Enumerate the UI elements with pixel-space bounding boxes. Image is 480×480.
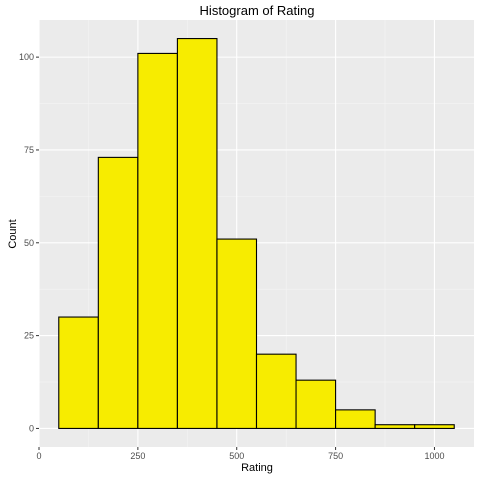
histogram-bar	[335, 409, 376, 429]
x-tick-label: 250	[130, 451, 145, 461]
histogram-bar	[137, 52, 178, 429]
y-tick-label: 25	[24, 331, 34, 341]
histogram-bar	[97, 156, 139, 429]
histogram-bar	[255, 353, 297, 429]
histogram-bar	[176, 38, 218, 429]
x-tick-label: 750	[328, 451, 343, 461]
histogram-bar	[58, 316, 99, 429]
y-tick-label: 50	[24, 238, 34, 248]
histogram-bar	[216, 238, 258, 429]
y-tick-label: 100	[19, 52, 34, 62]
y-tick-label: 0	[29, 423, 34, 433]
y-axis-title: Count	[7, 219, 19, 248]
x-axis: 0 250 500 750 1000	[36, 447, 444, 461]
x-tick-label: 0	[36, 451, 41, 461]
x-tick-label: 1000	[424, 451, 444, 461]
bars	[58, 38, 455, 429]
x-tick-label: 500	[229, 451, 244, 461]
chart-title: Histogram of Rating	[200, 3, 315, 18]
histogram-bar	[295, 379, 337, 429]
x-axis-title: Rating	[241, 462, 273, 474]
y-tick-label: 75	[24, 145, 34, 155]
y-axis: 0 25 50 75 100	[19, 52, 39, 433]
histogram-bar	[414, 424, 455, 429]
histogram-bar	[374, 424, 416, 429]
